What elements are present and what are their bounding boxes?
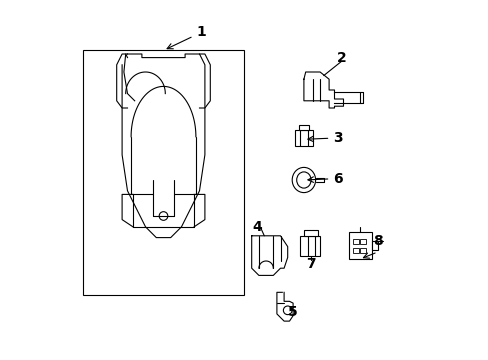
Bar xyxy=(294,130,312,146)
Text: 3: 3 xyxy=(307,131,342,145)
Bar xyxy=(352,248,358,253)
Text: 4: 4 xyxy=(252,220,262,234)
Bar xyxy=(300,236,320,256)
Text: 6: 6 xyxy=(307,172,342,185)
Bar xyxy=(371,241,377,250)
Ellipse shape xyxy=(296,172,310,188)
Bar xyxy=(352,239,358,244)
Bar xyxy=(303,230,318,236)
Text: 1: 1 xyxy=(167,26,206,49)
Text: 7: 7 xyxy=(305,257,315,270)
Bar xyxy=(82,50,244,295)
Ellipse shape xyxy=(292,167,315,193)
Bar xyxy=(348,232,371,259)
Bar xyxy=(360,248,365,253)
Text: 5: 5 xyxy=(287,306,297,319)
Text: 8: 8 xyxy=(372,234,382,248)
Bar xyxy=(360,239,365,244)
Text: 2: 2 xyxy=(336,51,346,64)
Bar xyxy=(298,125,309,130)
